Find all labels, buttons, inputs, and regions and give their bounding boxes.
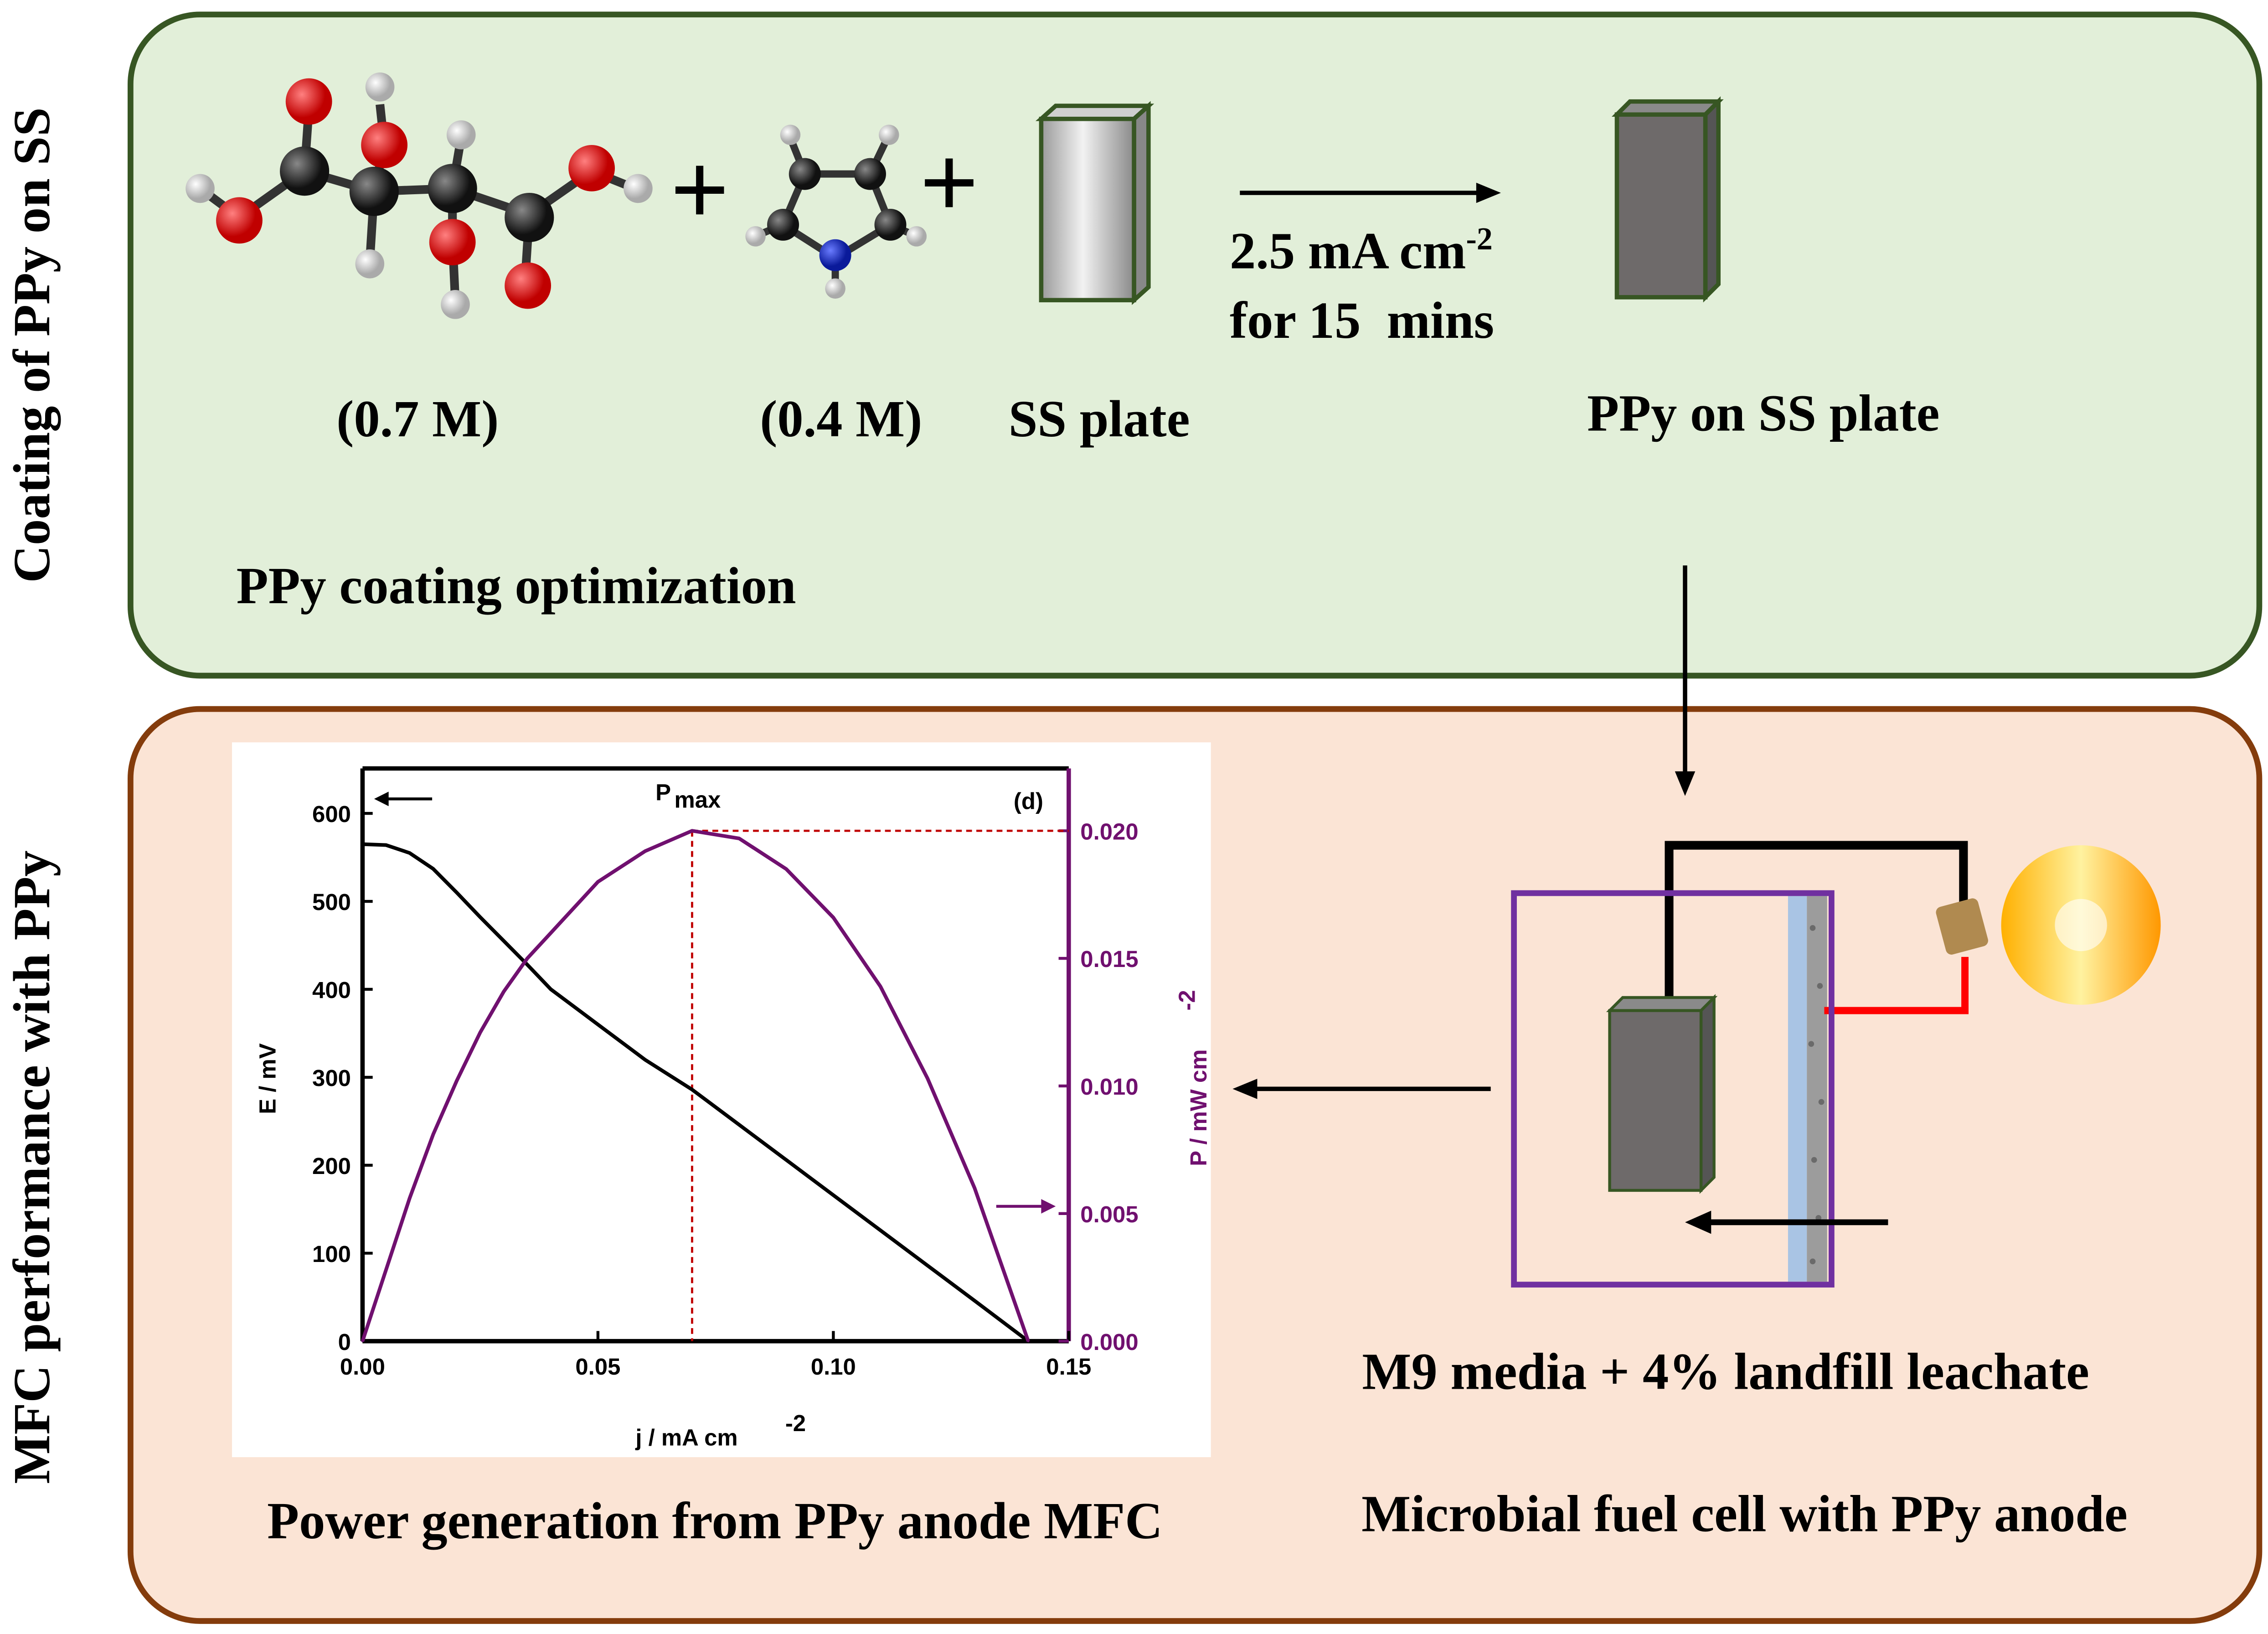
data-point-P bbox=[385, 1268, 387, 1271]
data-point-P bbox=[785, 868, 788, 870]
red-wire bbox=[1824, 957, 1969, 1014]
data-point-E bbox=[738, 1123, 741, 1126]
data-point-P bbox=[926, 1077, 929, 1080]
y-axis-label: E / mV bbox=[254, 1043, 280, 1114]
y2-tick-label: 0.010 bbox=[1080, 1074, 1138, 1100]
y2-axis-label: P / mW cm bbox=[1186, 1050, 1211, 1166]
ss-plate-icon bbox=[1035, 101, 1155, 305]
polarization-chart: 0.00 0.05 0.10 0.15 0 100 200 300 400 500 600 0.000… bbox=[232, 742, 1211, 1458]
data-point-E bbox=[879, 1229, 882, 1232]
plus-sign: + bbox=[670, 132, 730, 248]
y2-tick-label: 0.000 bbox=[1080, 1329, 1138, 1355]
mfc-caption: Microbial fuel cell with PPy anode bbox=[1361, 1484, 2128, 1543]
plus-sign: + bbox=[919, 124, 979, 241]
data-point-E bbox=[361, 843, 364, 846]
light-bulb-icon bbox=[1936, 845, 2161, 1005]
pmax-subscript: max bbox=[674, 786, 721, 812]
pmax-label: P bbox=[655, 779, 671, 805]
y-tick-label: 100 bbox=[312, 1241, 351, 1267]
data-point-P bbox=[879, 985, 882, 988]
y-tick-label: 400 bbox=[312, 977, 351, 1003]
data-point-E bbox=[432, 868, 434, 870]
chart-svg: 0.00 0.05 0.10 0.15 0 100 200 300 400 500 600 0.000… bbox=[254, 766, 1211, 1451]
series-line-E bbox=[362, 842, 1030, 1343]
y2-tick-label: 0.020 bbox=[1080, 818, 1138, 844]
coating-panel bbox=[127, 11, 2263, 679]
data-point-P bbox=[832, 916, 835, 919]
chart-caption: Power generation from PPy anode MFC bbox=[267, 1492, 1163, 1550]
data-point-P bbox=[691, 829, 694, 832]
x-axis-label-sup: -2 bbox=[785, 1410, 806, 1436]
data-point-P bbox=[738, 837, 741, 840]
data-point-P bbox=[597, 880, 599, 883]
condition-superscript: -2 bbox=[1466, 220, 1493, 257]
data-point-P bbox=[432, 1133, 434, 1136]
data-point-E bbox=[455, 891, 458, 894]
process-arrow bbox=[1240, 182, 1501, 203]
data-point-P bbox=[502, 990, 505, 993]
ppy-plate-icon bbox=[1611, 96, 1724, 303]
data-point-E bbox=[526, 963, 529, 966]
data-point-E bbox=[691, 1088, 694, 1091]
y-tick-label: 200 bbox=[312, 1153, 351, 1179]
condition-current-text: 2.5 mA cm bbox=[1229, 222, 1466, 280]
tartaric-acid-molecule bbox=[186, 72, 653, 319]
y-tick-label: 500 bbox=[312, 889, 351, 915]
pyrrole-molecule bbox=[745, 124, 927, 299]
media-label: M9 media + 4% landfill leachate bbox=[1362, 1342, 2089, 1401]
y2-axis-label-sup: -2 bbox=[1174, 990, 1200, 1010]
data-point-E bbox=[832, 1194, 835, 1196]
data-point-P bbox=[550, 931, 552, 934]
x-tick-label: 0.05 bbox=[575, 1354, 620, 1380]
ss-plate-label: SS plate bbox=[1008, 390, 1190, 448]
data-point-E bbox=[597, 1023, 599, 1026]
data-point-E bbox=[408, 852, 411, 854]
coating-caption: PPy coating optimization bbox=[236, 557, 796, 615]
data-point-P bbox=[455, 1080, 458, 1082]
y-tick-label: 0 bbox=[338, 1329, 351, 1355]
panel-label: (d) bbox=[1014, 788, 1043, 814]
data-point-P bbox=[644, 850, 646, 853]
pyrrole-concentration: (0.4 M) bbox=[760, 390, 923, 448]
acid-concentration: (0.7 M) bbox=[336, 390, 499, 448]
data-point-P bbox=[361, 1340, 364, 1343]
data-point-E bbox=[926, 1264, 929, 1267]
x-tick-label: 0.10 bbox=[811, 1354, 856, 1380]
data-point-P bbox=[973, 1187, 976, 1189]
data-point-P bbox=[479, 1031, 482, 1034]
x-tick-label: 0.00 bbox=[340, 1354, 385, 1380]
y2-tick-label: 0.015 bbox=[1080, 946, 1138, 972]
condition-current: 2.5 mA cm-2 bbox=[1230, 220, 1493, 281]
y-tick-label: 600 bbox=[312, 801, 351, 827]
condition-time: for 15 mins bbox=[1229, 291, 1495, 350]
right-axis-arrowhead bbox=[1041, 1199, 1056, 1214]
black-wire bbox=[1665, 841, 1968, 998]
y-tick-label: 300 bbox=[312, 1065, 351, 1091]
cell-box bbox=[1511, 890, 1835, 1288]
data-point-P bbox=[408, 1197, 411, 1200]
x-axis-label: j / mA cm bbox=[635, 1425, 737, 1451]
data-point-E bbox=[550, 988, 552, 991]
left-axis-arrowhead bbox=[374, 791, 389, 807]
data-point-P bbox=[526, 957, 529, 960]
data-point-P bbox=[1027, 1340, 1030, 1343]
y2-tick-label: 0.005 bbox=[1080, 1201, 1138, 1227]
down-arrow bbox=[1675, 565, 1696, 796]
fuel-cell-illustration bbox=[1511, 841, 2161, 1288]
data-point-E bbox=[973, 1299, 976, 1302]
ppy-plate-label: PPy on SS plate bbox=[1587, 384, 1940, 442]
anode-plate-icon bbox=[1606, 994, 1718, 1194]
x-tick-label: 0.15 bbox=[1046, 1354, 1091, 1380]
data-point-E bbox=[385, 844, 387, 847]
data-point-E bbox=[785, 1158, 788, 1161]
data-point-E bbox=[644, 1058, 646, 1061]
data-point-E bbox=[502, 940, 505, 942]
to-chart-arrow bbox=[1232, 1079, 1491, 1099]
data-point-E bbox=[479, 916, 482, 919]
flow-arrow bbox=[1685, 1210, 1888, 1234]
